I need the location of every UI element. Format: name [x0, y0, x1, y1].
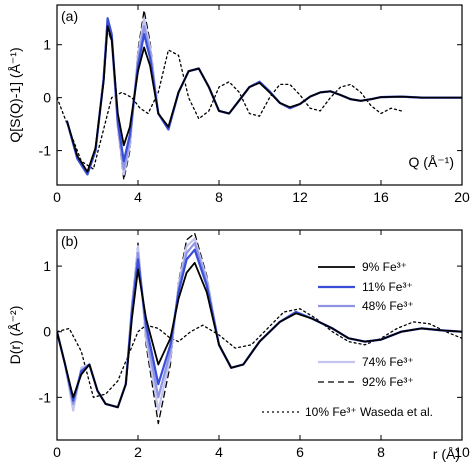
series-line [66, 25, 462, 173]
x-axis-title: Q (Å⁻¹) [409, 154, 455, 170]
panel-label: (b) [61, 233, 78, 249]
x-tick-label: 0 [53, 189, 61, 205]
series-line [57, 308, 462, 398]
series-group [57, 9, 462, 181]
x-tick-label: 10 [454, 444, 470, 460]
plot-frame [56, 4, 463, 186]
legend-label: 92% Fe³⁺ [362, 375, 414, 389]
legend-label: 10% Fe³⁺ Waseda et al. [305, 405, 433, 419]
y-tick-label: -1 [39, 143, 52, 159]
x-tick-label: 4 [134, 189, 142, 205]
legend: 9% Fe³⁺ 11% Fe³⁺ 48% Fe³⁺ 74% Fe³⁺ 92% Fe³⁺ 1… [262, 260, 433, 419]
series-line [57, 261, 462, 409]
x-axis-title: r (Å) [433, 446, 460, 462]
legend-label: 48% Fe³⁺ [362, 299, 414, 313]
x-tick-label: 20 [454, 189, 470, 205]
y-tick-label: 0 [43, 90, 51, 106]
y-axis-title: Q[S(Q)-1] (Å⁻¹) [7, 47, 23, 142]
y-axis-title: D(r) (Å⁻²) [7, 306, 23, 365]
x-tick-label: 0 [53, 444, 61, 460]
y-tick-label: 0 [43, 324, 51, 340]
x-tick-label: 6 [296, 444, 304, 460]
x-tick-label: 12 [292, 189, 308, 205]
x-tick-label: 4 [215, 444, 223, 460]
x-tick-label: 8 [215, 189, 223, 205]
chart-panel-a: 0 4 8 12 16 20 -1 0 1 (a) Q[S(Q)-1] (Å⁻¹) Q (Å⁻¹) [7, 4, 470, 205]
y-tick-label: -1 [39, 389, 52, 405]
y-tick-label: 1 [43, 37, 51, 53]
legend-label: 9% Fe³⁺ [362, 260, 407, 274]
plot-frame [56, 229, 463, 441]
legend-label: 74% Fe³⁺ [362, 355, 414, 369]
panel-label: (a) [61, 8, 78, 24]
series-line [57, 49, 402, 170]
legend-label: 11% Fe³⁺ [362, 280, 413, 294]
x-tick-label: 8 [377, 444, 385, 460]
x-tick-label: 2 [134, 444, 142, 460]
y-tick-label: 1 [43, 258, 51, 274]
x-tick-label: 16 [373, 189, 389, 205]
chart-panel-b: 0 2 4 6 8 10 -1 0 1 (b) D(r) (Å⁻²) r (Å) 9% Fe³⁺ 11% … [7, 229, 470, 462]
series-group [57, 232, 462, 425]
